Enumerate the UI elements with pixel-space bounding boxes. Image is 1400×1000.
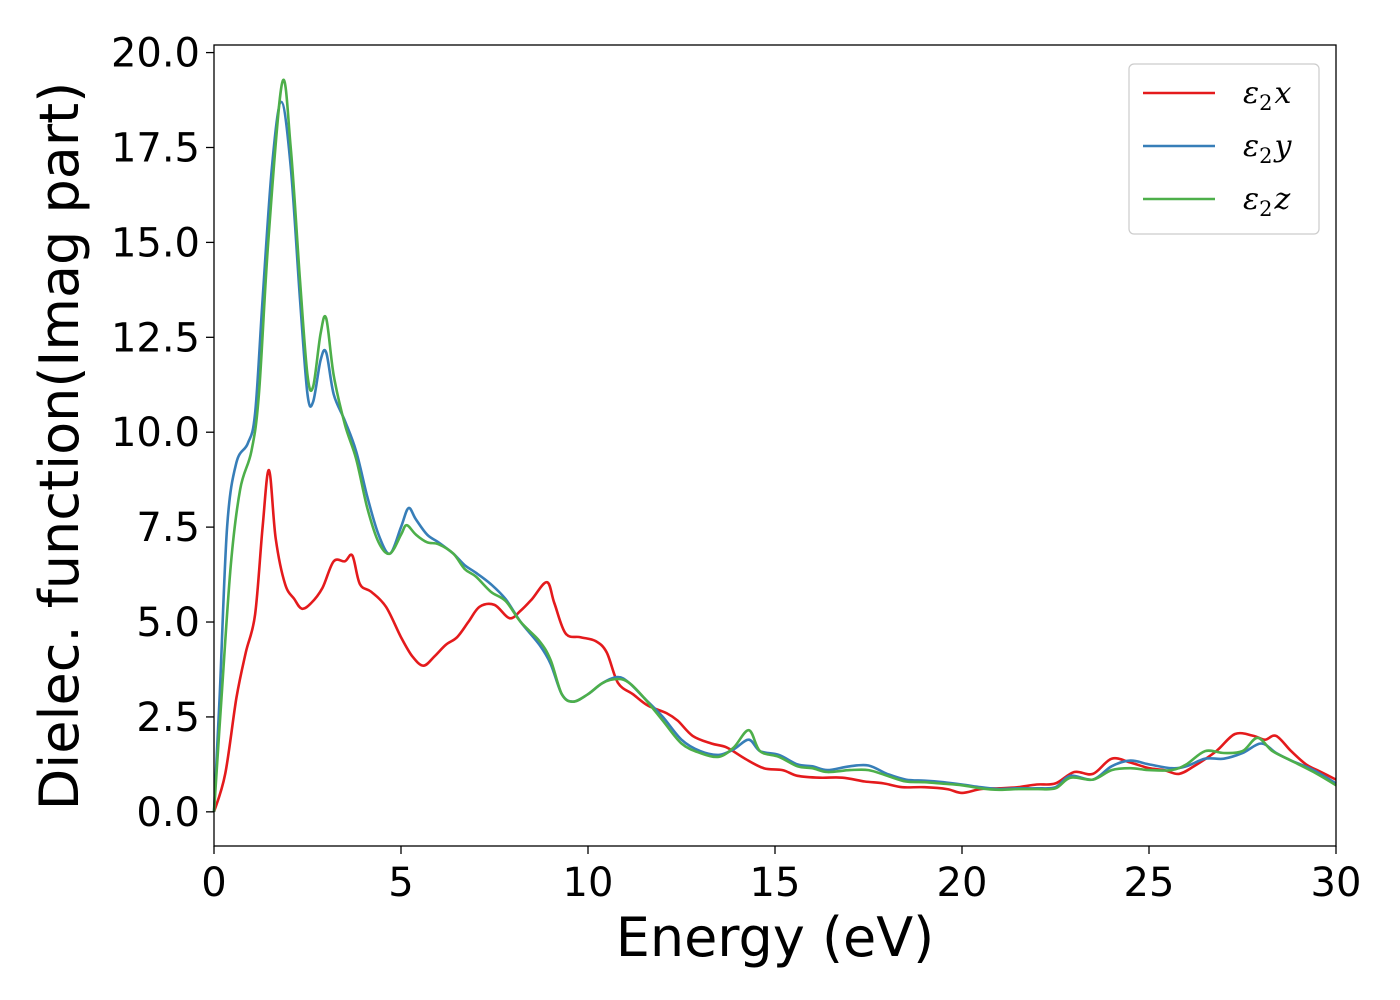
legend-label-x: ε2x — [1243, 76, 1291, 115]
x-tick-label: 5 — [388, 860, 413, 906]
y-tick-label: 17.5 — [111, 125, 200, 171]
legend-frame — [1128, 63, 1320, 235]
y-axis-label: Dielec. function(Imag part) — [28, 82, 91, 811]
y-tick-label: 0.0 — [136, 790, 200, 836]
y-tick-label: 7.5 — [136, 505, 200, 551]
y-axis-ticks: 0.0 2.5 5.0 7.5 10.0 12.5 15.0 17.5 20.0 — [111, 31, 214, 836]
x-axis-ticks: 0 5 10 15 20 25 30 — [201, 846, 1361, 906]
y-tick-label: 12.5 — [111, 315, 200, 361]
x-tick-label: 0 — [201, 860, 226, 906]
x-tick-label: 15 — [750, 860, 801, 906]
legend-label-y: ε2y — [1243, 129, 1292, 168]
y-tick-label: 2.5 — [136, 695, 200, 741]
series-layer — [212, 78, 1337, 813]
legend: ε2x ε2y ε2z — [1128, 63, 1320, 235]
legend-label-z: ε2z — [1243, 182, 1290, 221]
y-tick-label: 5.0 — [136, 600, 200, 646]
x-tick-label: 20 — [937, 860, 988, 906]
y-tick-label: 10.0 — [111, 410, 200, 456]
series-line-z — [212, 78, 1337, 812]
x-tick-label: 30 — [1311, 860, 1362, 906]
y-tick-label: 15.0 — [111, 220, 200, 266]
series-line-x — [212, 468, 1337, 813]
x-axis-label: Energy (eV) — [616, 906, 935, 969]
x-tick-label: 10 — [563, 860, 614, 906]
x-tick-label: 25 — [1124, 860, 1175, 906]
y-tick-label: 20.0 — [111, 31, 200, 77]
